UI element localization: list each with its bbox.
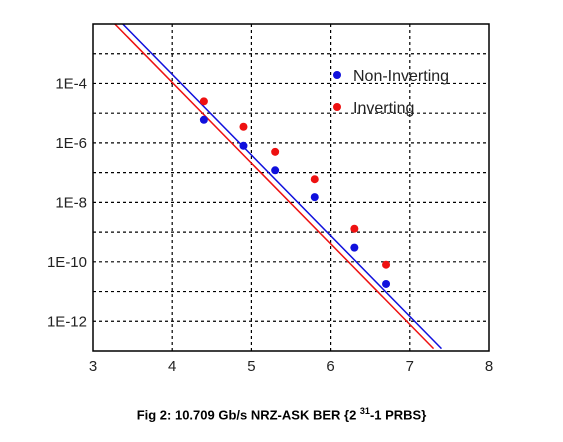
caption-prefix: Fig 2: 10.709 Gb/s NRZ-ASK BER {2 bbox=[136, 407, 360, 423]
y-tick-label-2: 1E-8 bbox=[55, 194, 87, 211]
point-non-inverting-1 bbox=[239, 141, 248, 150]
y-tick-label-1: 1E-10 bbox=[47, 254, 87, 271]
fit-line-non-inverting bbox=[121, 24, 443, 350]
grid-lines bbox=[93, 24, 489, 351]
legend-marker-non-inverting bbox=[333, 71, 341, 79]
point-inverting-3 bbox=[310, 175, 319, 184]
y-tick-labels: 1E-12 1E-10 1E-8 1E-6 1E-4 bbox=[47, 75, 87, 330]
caption-suffix: -1 PRBS} bbox=[369, 407, 427, 423]
x-tick-label-1: 4 bbox=[168, 358, 176, 375]
x-tick-labels: 3 4 5 6 7 8 bbox=[89, 358, 493, 375]
fit-line-inverting bbox=[113, 24, 435, 350]
x-tick-label-4: 7 bbox=[406, 358, 414, 375]
data-points bbox=[199, 97, 391, 288]
y-tick-label-3: 1E-6 bbox=[55, 135, 87, 152]
point-non-inverting-4 bbox=[350, 243, 359, 252]
caption-superscript: 31 bbox=[359, 406, 370, 416]
x-tick-label-2: 5 bbox=[247, 358, 255, 375]
point-non-inverting-5 bbox=[382, 279, 391, 288]
y-tick-label-0: 1E-12 bbox=[47, 313, 87, 330]
x-tick-label-0: 3 bbox=[89, 358, 97, 375]
point-inverting-1 bbox=[239, 122, 248, 131]
point-inverting-2 bbox=[271, 147, 280, 156]
plot-frame bbox=[92, 23, 490, 352]
fit-lines bbox=[113, 24, 443, 350]
point-inverting-0 bbox=[199, 97, 208, 106]
figure-caption: Fig 2: 10.709 Gb/s NRZ-ASK BER {2 31-1 P… bbox=[0, 406, 563, 422]
legend: Non-Inverting Inverting bbox=[333, 68, 449, 117]
point-inverting-5 bbox=[382, 260, 391, 269]
x-tick-label-5: 8 bbox=[485, 358, 493, 375]
legend-label-non-inverting: Non-Inverting bbox=[353, 68, 449, 85]
x-tick-label-3: 6 bbox=[326, 358, 334, 375]
legend-label-inverting: Inverting bbox=[353, 100, 414, 117]
point-inverting-4 bbox=[350, 224, 359, 233]
y-tick-label-4: 1E-4 bbox=[55, 75, 87, 92]
point-non-inverting-3 bbox=[310, 193, 319, 202]
point-non-inverting-2 bbox=[271, 166, 280, 175]
legend-marker-inverting bbox=[333, 103, 341, 111]
point-non-inverting-0 bbox=[199, 115, 208, 124]
